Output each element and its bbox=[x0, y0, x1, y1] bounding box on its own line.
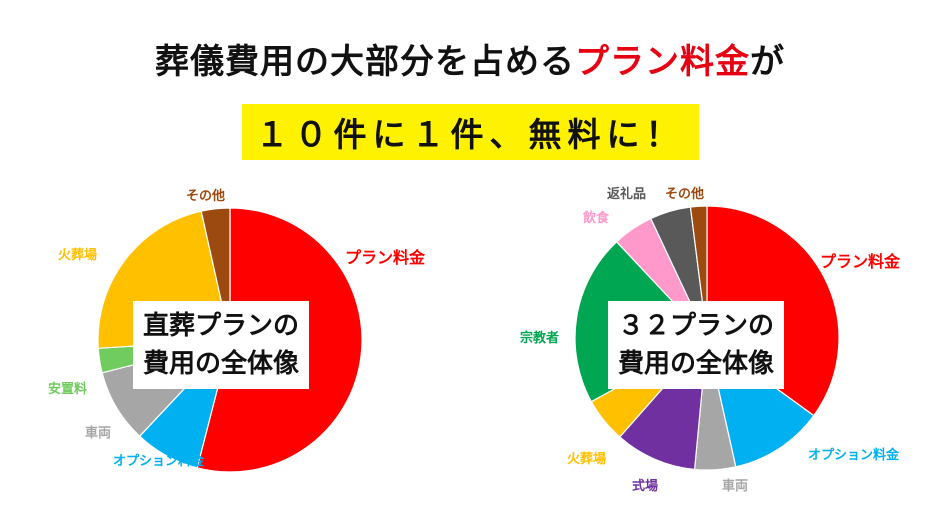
slice-label: プラン料金 bbox=[820, 252, 901, 271]
slice-label: 飲食 bbox=[582, 210, 610, 226]
slice-label: 車両 bbox=[722, 478, 748, 494]
center-label-direct-cremation: 直葬プランの 費用の全体像 bbox=[133, 301, 310, 389]
headline: 葬儀費用の大部分を占めるプラン料金が bbox=[0, 34, 940, 83]
center-label-32-plan: ３２プランの 費用の全体像 bbox=[608, 301, 785, 389]
headline-highlight: プラン料金 bbox=[575, 42, 750, 82]
slice-label: オプション料金 bbox=[113, 453, 205, 469]
headline-tail: が bbox=[750, 42, 785, 82]
center-label-line-2: 費用の全体像 bbox=[618, 349, 775, 379]
slice-label: 安置料 bbox=[48, 381, 87, 397]
slice-label: プラン料金 bbox=[345, 248, 426, 267]
slice-label: その他 bbox=[186, 188, 225, 204]
headline-lead: 葬儀費用の大部分を占める bbox=[155, 42, 575, 82]
slice-label: 宗教者 bbox=[520, 330, 559, 346]
slice-label: その他 bbox=[665, 186, 704, 202]
slice-label: 車両 bbox=[85, 425, 111, 441]
slice-label: 火葬場 bbox=[567, 451, 606, 467]
slice-label: 火葬場 bbox=[58, 247, 97, 263]
slice-label: 式場 bbox=[632, 478, 658, 494]
slice-label: 返礼品 bbox=[607, 186, 646, 202]
subtitle: １０件に１件、無料に！ bbox=[241, 104, 699, 160]
center-label-line-2: 費用の全体像 bbox=[143, 349, 300, 379]
center-label-line-1: 直葬プランの bbox=[143, 311, 300, 341]
subtitle-banner: １０件に１件、無料に！ bbox=[0, 104, 940, 160]
slice-label: オプション料金 bbox=[808, 447, 900, 463]
center-label-line-1: ３２プランの bbox=[618, 311, 775, 341]
